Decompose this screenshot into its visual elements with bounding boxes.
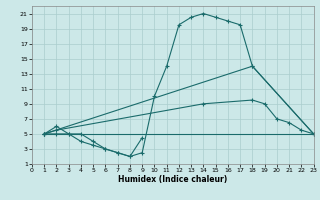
X-axis label: Humidex (Indice chaleur): Humidex (Indice chaleur) — [118, 175, 228, 184]
